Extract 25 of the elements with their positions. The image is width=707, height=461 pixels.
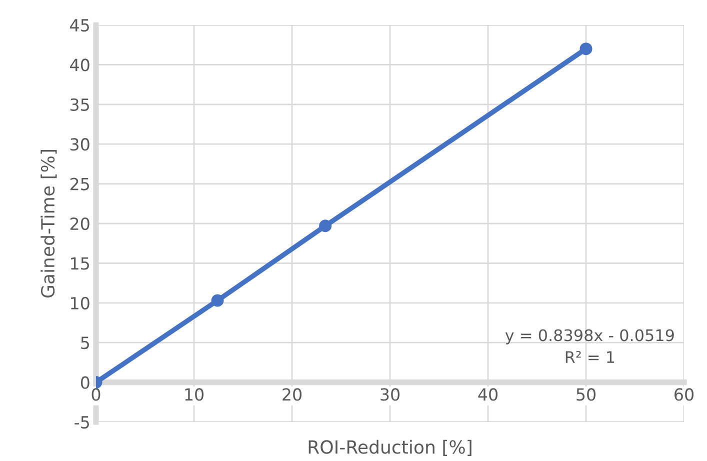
point bbox=[580, 42, 592, 56]
y-tick-label: 35 bbox=[70, 98, 89, 111]
x-tick-label: 30 bbox=[380, 388, 400, 401]
x-tick-label: 20 bbox=[282, 388, 302, 401]
annotation: y = 0.8398x - 0.0519 bbox=[505, 329, 674, 344]
x-axis-title: ROI-Reduction [%] bbox=[308, 440, 472, 456]
x-tick-label: 50 bbox=[576, 388, 596, 401]
y-tick-label: 30 bbox=[70, 138, 90, 151]
y-tick-label: 0 bbox=[80, 376, 90, 389]
y-tick-label: 25 bbox=[70, 178, 89, 190]
y-tick-label: 10 bbox=[71, 296, 90, 310]
y-tick-label: 15 bbox=[71, 257, 89, 270]
point bbox=[211, 294, 224, 307]
y-tick-label: -5 bbox=[74, 416, 89, 429]
x-tick-label: 10 bbox=[185, 388, 204, 401]
point bbox=[319, 220, 332, 232]
x-tick-label: 60 bbox=[674, 388, 694, 401]
y-tick-label: 45 bbox=[70, 19, 89, 32]
y-tick-label: 5 bbox=[81, 336, 89, 350]
annotation: R² = 1 bbox=[566, 351, 614, 363]
x-tick-label: 0 bbox=[92, 388, 100, 401]
x-tick-label: 40 bbox=[478, 388, 498, 401]
y-tick-label: 40 bbox=[70, 58, 90, 72]
y-tick-label: 20 bbox=[70, 217, 90, 230]
y-axis-title: Gained-Time [%] bbox=[40, 150, 57, 298]
